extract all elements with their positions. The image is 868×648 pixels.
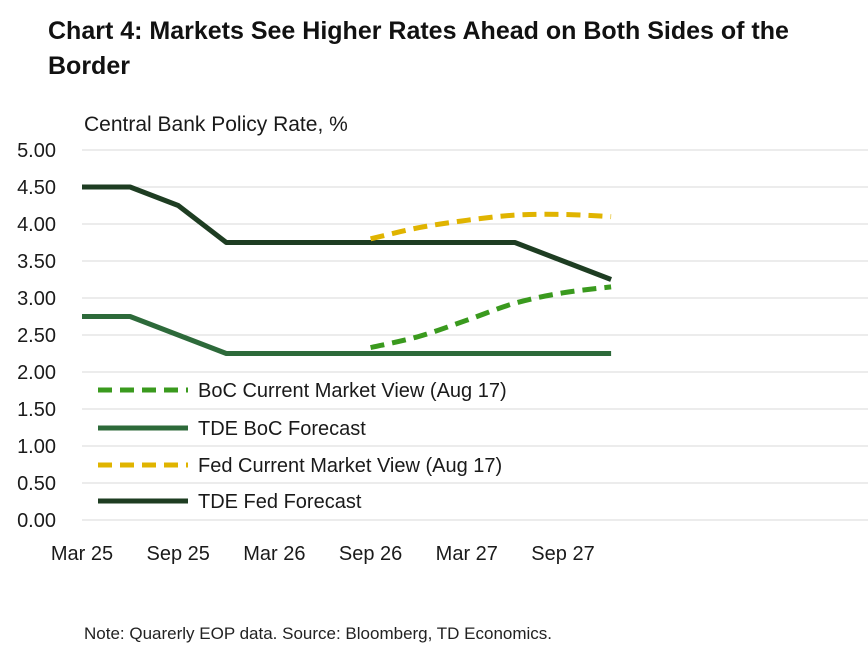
chart-title: Chart 4: Markets See Higher Rates Ahead …: [48, 17, 789, 80]
y-tick-label: 2.00: [17, 362, 56, 384]
series-line-1: [82, 314, 612, 356]
y-tick-label: 1.00: [17, 436, 56, 458]
source-note: Note: Quarerly EOP data. Source: Bloombe…: [84, 624, 553, 643]
y-axis-label: Central Bank Policy Rate, %: [84, 113, 348, 136]
x-tick-labels: Mar 25 Sep 25 Mar 26 Sep 26 Mar 27 Sep 27: [51, 543, 595, 565]
y-tick-label: 1.50: [17, 399, 56, 421]
x-tick-label: Mar 25: [51, 543, 113, 565]
legend: BoC Current Market View (Aug 17) TDE BoC …: [98, 380, 507, 513]
series-lines: [82, 184, 612, 356]
y-tick-label: 3.50: [17, 251, 56, 273]
y-tick-label: 5.00: [17, 140, 56, 162]
y-tick-label: 4.00: [17, 214, 56, 236]
x-tick-label: Sep 26: [339, 543, 402, 565]
y-tick-label: 4.50: [17, 177, 56, 199]
x-tick-label: Mar 27: [436, 543, 498, 565]
y-tick-label: 2.50: [17, 325, 56, 347]
legend-label: TDE BoC Forecast: [198, 418, 366, 440]
y-tick-labels: 5.00 4.50 4.00 3.50 3.00 2.50 2.00 1.50 1.00 0.50…: [17, 140, 56, 532]
y-tick-label: 0.50: [17, 473, 56, 495]
y-tick-label: 0.00: [17, 510, 56, 532]
gridlines: [82, 149, 868, 521]
legend-label: Fed Current Market View (Aug 17): [198, 455, 502, 477]
series-line-3: [82, 184, 612, 282]
series-line-0: [370, 284, 612, 351]
legend-label: TDE Fed Forecast: [198, 491, 362, 513]
x-tick-label: Sep 27: [531, 543, 594, 565]
x-tick-label: Sep 25: [147, 543, 210, 565]
x-tick-label: Mar 26: [243, 543, 305, 565]
series-line-2: [370, 211, 612, 242]
y-tick-label: 3.00: [17, 288, 56, 310]
legend-label: BoC Current Market View (Aug 17): [198, 380, 507, 402]
